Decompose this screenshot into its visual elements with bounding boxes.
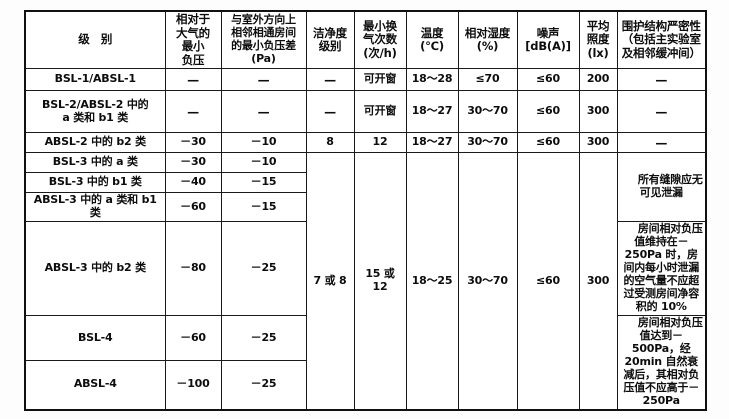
cell-level: BSL-3 中的 a 类: [24, 152, 166, 174]
header-envelope-tightness: 围护结构严密性 （包括主实验室 及相邻缓冲间）: [616, 10, 707, 70]
cell-noise: ≤60: [516, 132, 580, 154]
cell-cleanliness: —: [305, 68, 355, 92]
cell-humidity: ≤70: [457, 68, 518, 92]
table-row: ABSL-3 中的 b2 类 －80 －25 房间相对负压值维持在－250Pa …: [24, 221, 707, 316]
cell-min-negative-pressure: —: [164, 68, 222, 92]
header-min-pressure-diff: 与室外方向上 相邻相通房间 的最小负压差 (Pa): [220, 10, 307, 70]
biosafety-lab-spec-table: 级 别 相对于 大气的 最小 负压 与室外方向上 相邻相通房间 的最小负压差 (…: [24, 10, 707, 411]
table-row: ABSL-3 中的 a 类和 b1 类 －60 －15: [24, 192, 706, 223]
header-illuminance: 平均 照度 (lx): [578, 10, 618, 70]
cell-level: BSL-1/ABSL-1: [24, 68, 166, 92]
cell-min-pressure-diff: －10: [220, 152, 307, 174]
cell-level: ABSL-2 中的 b2 类: [24, 132, 166, 154]
cell-cleanliness: —: [305, 90, 355, 134]
table-header: 级 别 相对于 大气的 最小 负压 与室外方向上 相邻相通房间 的最小负压差 (…: [24, 10, 707, 70]
header-level: 级 别: [24, 10, 166, 70]
cell-tightness-bsl3-group: 所有缝隙应无可见泄漏: [616, 152, 707, 223]
cell-temperature: 18～28: [405, 68, 459, 92]
cell-min-pressure-diff: －15: [220, 192, 307, 223]
cell-illuminance: 200: [578, 68, 618, 92]
cell-humidity-merged: 30～70: [457, 152, 518, 411]
table-row: ABSL-4 －100 －25: [24, 360, 706, 411]
cell-min-pressure-diff: —: [220, 90, 307, 134]
table-row: ABSL-2 中的 b2 类 －30 －10 8 12 18～27 30～70 …: [24, 132, 707, 154]
cell-air-changes: 12: [353, 132, 407, 154]
cell-min-negative-pressure: －40: [164, 172, 222, 194]
table-row: BSL-3 中的 a 类 －30 －10 7 或 8 15 或 12 18～25…: [24, 152, 707, 411]
table-row: BSL-1/ABSL-1 — — — 可开窗 18～28 ≤70 ≤60 200…: [24, 68, 707, 92]
cell-min-negative-pressure: －30: [164, 152, 222, 174]
header-air-changes: 最小换 气次数 (次/h): [353, 10, 407, 70]
header-min-negative-pressure: 相对于 大气的 最小 负压: [164, 10, 222, 70]
cell-min-negative-pressure: －60: [164, 314, 222, 362]
cell-tightness-bsl4: 房间相对负压值达到－500Pa，经 20min 自然衰减后，其相对负压值不应高于…: [616, 314, 707, 411]
cell-tightness: —: [616, 132, 707, 154]
cell-min-pressure-diff: －15: [220, 172, 307, 194]
cell-noise: ≤60: [516, 68, 580, 92]
cell-air-changes: 可开窗: [353, 90, 407, 134]
cell-temperature: 18～27: [405, 132, 459, 154]
cell-min-pressure-diff: －25: [220, 314, 307, 362]
header-cleanliness: 洁净度 级别: [305, 10, 355, 70]
cell-min-negative-pressure: —: [164, 90, 222, 134]
cell-min-pressure-diff: —: [220, 68, 307, 92]
cell-cleanliness-merged: 7 或 8: [305, 152, 355, 411]
cell-level: ABSL-3 中的 b2 类: [24, 221, 166, 316]
cell-cleanliness: 8: [305, 132, 355, 154]
cell-noise-merged: ≤60: [516, 152, 580, 411]
cell-level: BSL-3 中的 b1 类: [24, 172, 166, 194]
cell-temperature-merged: 18～25: [405, 152, 459, 411]
cell-humidity: 30～70: [457, 132, 518, 154]
table-row: BSL-4 －60 －25 房间相对负压值达到－500Pa，经 20min 自然…: [24, 314, 707, 411]
header-row: 级 别 相对于 大气的 最小 负压 与室外方向上 相邻相通房间 的最小负压差 (…: [24, 10, 707, 70]
cell-humidity: 30～70: [457, 90, 518, 134]
cell-illuminance-merged: 300: [578, 152, 618, 411]
cell-level: ABSL-4: [24, 360, 166, 411]
table-row: BSL-2/ABSL-2 中的 a 类和 b1 类 — — — 可开窗 18～2…: [24, 90, 707, 134]
cell-min-negative-pressure: －30: [164, 132, 222, 154]
cell-air-changes: 可开窗: [353, 68, 407, 92]
cell-tightness-absl3-b2: 房间相对负压值维持在－250Pa 时，房间内每小时泄漏的空气量不应超过受测房间净…: [616, 221, 707, 316]
cell-tightness: —: [616, 90, 707, 134]
header-humidity: 相对湿度 (%): [457, 10, 518, 70]
cell-min-pressure-diff: －10: [220, 132, 307, 154]
cell-min-pressure-diff: －25: [220, 221, 307, 316]
cell-tightness: —: [616, 68, 707, 92]
cell-min-negative-pressure: －60: [164, 192, 222, 223]
cell-min-negative-pressure: －80: [164, 221, 222, 316]
table-row: BSL-3 中的 b1 类 －40 －15: [24, 172, 706, 194]
cell-illuminance: 300: [578, 90, 618, 134]
cell-level: BSL-2/ABSL-2 中的 a 类和 b1 类: [24, 90, 166, 134]
cell-illuminance: 300: [578, 132, 618, 154]
cell-min-negative-pressure: －100: [164, 360, 222, 411]
cell-noise: ≤60: [516, 90, 580, 134]
cell-level: ABSL-3 中的 a 类和 b1 类: [24, 192, 166, 223]
cell-min-pressure-diff: －25: [220, 360, 307, 411]
cell-temperature: 18～27: [405, 90, 459, 134]
cell-level: BSL-4: [24, 314, 166, 362]
table-body: BSL-1/ABSL-1 — — — 可开窗 18～28 ≤70 ≤60 200…: [24, 68, 707, 411]
header-noise: 噪声 [dB(A)]: [516, 10, 580, 70]
cell-air-changes-merged: 15 或 12: [353, 152, 407, 411]
header-temperature: 温度 (℃): [405, 10, 459, 70]
